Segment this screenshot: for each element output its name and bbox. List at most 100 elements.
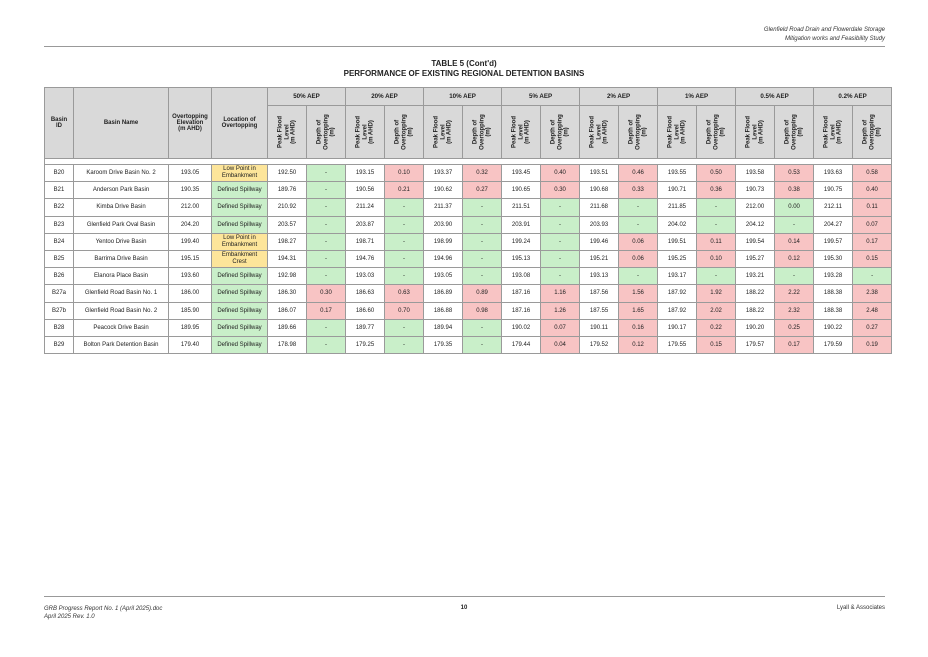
cell-peak-flood-level: 199.46 bbox=[579, 232, 620, 251]
cell-peak-flood-level: 190.65 bbox=[501, 181, 542, 200]
cell-basin-name: Kimba Drive Basin bbox=[73, 198, 169, 217]
header-line-1: Glenfield Road Drain and Flowerdale Stor… bbox=[763, 27, 885, 33]
cell-peak-flood-level: 198.99 bbox=[423, 232, 464, 251]
cell-depth-of-overtopping: - bbox=[384, 267, 425, 286]
table-row: B25 Barrima Drive Basin 195.15 Embankment C… bbox=[44, 249, 893, 269]
cell-location: Defined Spillway bbox=[211, 198, 268, 217]
cell-overtopping-elevation: 190.35 bbox=[168, 181, 212, 200]
cell-peak-flood-level: 190.11 bbox=[579, 318, 620, 337]
cell-peak-flood-level: 193.45 bbox=[501, 163, 542, 183]
cell-peak-flood-level: 203.93 bbox=[579, 215, 620, 234]
cell-basin-name: Yentoo Drive Basin bbox=[73, 232, 169, 251]
cell-location: Low Point in Embankment bbox=[211, 163, 268, 183]
cell-peak-flood-level: 193.08 bbox=[501, 267, 542, 286]
cell-depth-of-overtopping: - bbox=[462, 318, 503, 337]
cell-depth-of-overtopping: 0.53 bbox=[774, 163, 815, 183]
cell-depth-of-overtopping: - bbox=[462, 232, 503, 251]
cell-depth-of-overtopping: 0.15 bbox=[852, 249, 893, 269]
cell-peak-flood-level: 190.71 bbox=[657, 181, 698, 200]
cell-basin-id: B20 bbox=[44, 163, 74, 183]
cell-depth-of-overtopping: 0.36 bbox=[696, 181, 737, 200]
cell-depth-of-overtopping: - bbox=[384, 232, 425, 251]
cell-depth-of-overtopping: - bbox=[305, 335, 347, 355]
cell-depth-of-overtopping: - bbox=[305, 249, 347, 269]
cell-peak-flood-level: 193.15 bbox=[345, 163, 386, 183]
cell-basin-name: Barrima Drive Basin bbox=[73, 249, 169, 269]
cell-depth-of-overtopping: 0.98 bbox=[462, 301, 503, 320]
header-peak-flood-level: Peak Flood Level (m AHD) bbox=[579, 105, 620, 159]
cell-depth-of-overtopping: - bbox=[462, 267, 503, 286]
cell-peak-flood-level: 203.87 bbox=[345, 215, 386, 234]
cell-depth-of-overtopping: - bbox=[852, 267, 893, 286]
cell-overtopping-elevation: 185.90 bbox=[168, 301, 212, 320]
cell-depth-of-overtopping: - bbox=[540, 249, 581, 269]
table-row: B27a Glenfield Road Basin No. 1 186.00 Defi… bbox=[44, 284, 893, 303]
cell-peak-flood-level: 186.07 bbox=[267, 301, 307, 320]
header-overtopping-elevation: Overtopping Elevation (m AHD) bbox=[168, 87, 212, 159]
table-row: B28 Peacock Drive Basin 189.95 Defined Spil… bbox=[44, 318, 893, 337]
header-depth-of-overtopping: Depth of Overtopping (m) bbox=[540, 105, 581, 159]
cell-depth-of-overtopping: - bbox=[462, 198, 503, 217]
cell-depth-of-overtopping: - bbox=[384, 318, 425, 337]
cell-depth-of-overtopping: 0.10 bbox=[696, 249, 737, 269]
cell-depth-of-overtopping: 0.07 bbox=[852, 215, 893, 234]
cell-peak-flood-level: 212.00 bbox=[735, 198, 776, 217]
cell-depth-of-overtopping: - bbox=[462, 335, 503, 355]
footer-left: GRB Progress Report No. 1 (April 2025).d… bbox=[44, 605, 162, 621]
cell-peak-flood-level: 198.71 bbox=[345, 232, 386, 251]
cell-overtopping-elevation: 186.00 bbox=[168, 284, 212, 303]
cell-depth-of-overtopping: 0.27 bbox=[462, 181, 503, 200]
cell-peak-flood-level: 179.35 bbox=[423, 335, 464, 355]
cell-depth-of-overtopping: 0.38 bbox=[774, 181, 815, 200]
header-basin-id: Basin ID bbox=[44, 87, 74, 159]
cell-depth-of-overtopping: 0.33 bbox=[618, 181, 659, 200]
cell-basin-id: B24 bbox=[44, 232, 74, 251]
cell-basin-id: B22 bbox=[44, 198, 74, 217]
cell-peak-flood-level: 190.20 bbox=[735, 318, 776, 337]
cell-depth-of-overtopping: 0.04 bbox=[540, 335, 581, 355]
cell-depth-of-overtopping: - bbox=[540, 198, 581, 217]
cell-depth-of-overtopping: 2.48 bbox=[852, 301, 893, 320]
cell-peak-flood-level: 193.63 bbox=[813, 163, 854, 183]
header-subcol-label: Depth of Overtopping (m) bbox=[628, 114, 648, 150]
cell-location: Low Point in Embankment bbox=[211, 232, 268, 251]
cell-peak-flood-level: 187.55 bbox=[579, 301, 620, 320]
cell-peak-flood-level: 199.24 bbox=[501, 232, 542, 251]
cell-overtopping-elevation: 212.00 bbox=[168, 198, 212, 217]
header-aep-group: 2% AEP bbox=[579, 87, 659, 106]
cell-peak-flood-level: 190.75 bbox=[813, 181, 854, 200]
cell-depth-of-overtopping: 0.00 bbox=[774, 198, 815, 217]
header-aep-group: 50% AEP bbox=[266, 87, 347, 106]
cell-depth-of-overtopping: 0.21 bbox=[384, 181, 425, 200]
cell-peak-flood-level: 186.60 bbox=[345, 301, 386, 320]
cell-depth-of-overtopping: 0.58 bbox=[852, 163, 893, 183]
cell-peak-flood-level: 212.11 bbox=[813, 198, 854, 217]
cell-peak-flood-level: 188.38 bbox=[813, 301, 854, 320]
header-rule bbox=[44, 46, 885, 47]
cell-depth-of-overtopping: 0.25 bbox=[774, 318, 815, 337]
cell-peak-flood-level: 179.44 bbox=[501, 335, 542, 355]
cell-peak-flood-level: 199.57 bbox=[813, 232, 854, 251]
cell-depth-of-overtopping: 2.38 bbox=[852, 284, 893, 303]
cell-peak-flood-level: 186.30 bbox=[267, 284, 307, 303]
header-peak-flood-level: Peak Flood Level (m AHD) bbox=[345, 105, 386, 159]
cell-depth-of-overtopping: - bbox=[774, 267, 815, 286]
cell-overtopping-elevation: 204.20 bbox=[168, 215, 212, 234]
header-subcol-label: Depth of Overtopping (m) bbox=[862, 114, 882, 150]
header-depth-of-overtopping: Depth of Overtopping (m) bbox=[696, 105, 737, 159]
header-peak-flood-level: Peak Flood Level (m AHD) bbox=[423, 105, 464, 159]
cell-peak-flood-level: 204.02 bbox=[657, 215, 698, 234]
table-row: B29 Bolton Park Detention Basin 179.40 Defi… bbox=[44, 335, 893, 355]
cell-depth-of-overtopping: - bbox=[540, 267, 581, 286]
cell-depth-of-overtopping: - bbox=[540, 232, 581, 251]
cell-peak-flood-level: 193.17 bbox=[657, 267, 698, 286]
cell-peak-flood-level: 179.59 bbox=[813, 335, 854, 355]
cell-depth-of-overtopping: 0.17 bbox=[774, 335, 815, 355]
cell-depth-of-overtopping: - bbox=[305, 163, 347, 183]
header-depth-of-overtopping: Depth of Overtopping (m) bbox=[774, 105, 815, 159]
cell-depth-of-overtopping: - bbox=[618, 215, 659, 234]
cell-overtopping-elevation: 193.05 bbox=[168, 163, 212, 183]
cell-basin-id: B27a bbox=[44, 284, 74, 303]
cell-peak-flood-level: 190.22 bbox=[813, 318, 854, 337]
header-subcol-label: Depth of Overtopping (m) bbox=[394, 114, 414, 150]
